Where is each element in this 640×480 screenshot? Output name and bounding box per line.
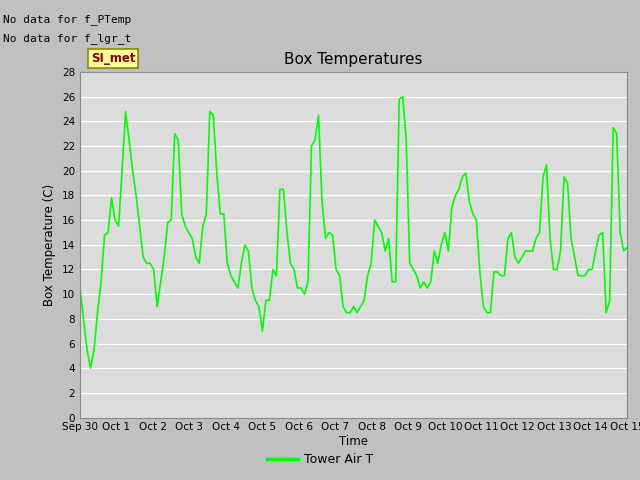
Y-axis label: Box Temperature (C): Box Temperature (C) — [44, 184, 56, 306]
X-axis label: Time: Time — [339, 435, 368, 448]
Text: No data for f_lgr_t: No data for f_lgr_t — [3, 33, 131, 44]
Title: Box Temperatures: Box Temperatures — [284, 52, 423, 67]
Legend: Tower Air T: Tower Air T — [262, 448, 378, 471]
Text: No data for f_PTemp: No data for f_PTemp — [3, 13, 131, 24]
Text: SI_met: SI_met — [91, 52, 136, 65]
